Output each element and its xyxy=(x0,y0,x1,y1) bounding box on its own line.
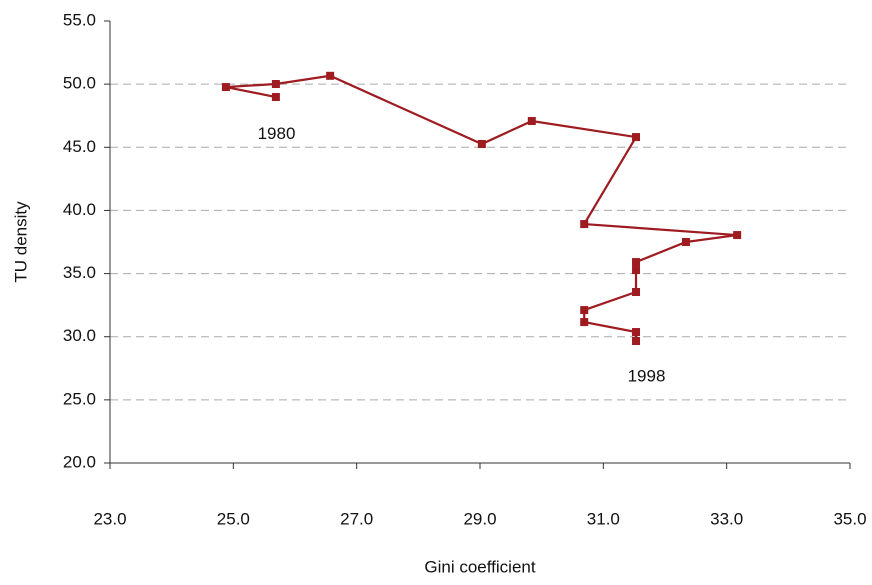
x-tick-label: 29.0 xyxy=(463,509,496,528)
point-marker xyxy=(733,231,742,240)
y-tick-label: 40.0 xyxy=(63,200,96,219)
y-tick-label: 30.0 xyxy=(63,326,96,345)
y-tick-label: 20.0 xyxy=(63,452,96,471)
point-marker xyxy=(271,80,280,89)
point-marker xyxy=(527,117,536,126)
point-marker xyxy=(580,220,589,229)
point-marker xyxy=(326,71,335,80)
y-tick-label: 25.0 xyxy=(63,389,96,408)
point-marker xyxy=(477,140,486,149)
annotation: 1998 xyxy=(628,367,666,386)
y-tick-label: 50.0 xyxy=(63,74,96,93)
annotation: 1980 xyxy=(258,124,296,143)
point-marker xyxy=(580,306,589,315)
y-tick-label: 55.0 xyxy=(63,10,96,29)
point-marker xyxy=(632,337,641,346)
point-marker xyxy=(632,288,641,297)
x-tick-label: 25.0 xyxy=(217,509,250,528)
point-marker xyxy=(632,328,641,337)
x-tick-label: 27.0 xyxy=(340,509,373,528)
point-marker xyxy=(681,238,690,246)
y-tick-label: 45.0 xyxy=(63,137,96,156)
point-marker xyxy=(632,258,641,267)
point-marker xyxy=(580,318,589,327)
y-axis-title: TU density xyxy=(11,201,30,283)
series-line xyxy=(225,74,738,342)
x-axis-title: Gini coefficient xyxy=(424,557,535,576)
x-tick-label: 35.0 xyxy=(833,509,866,528)
x-tick-label: 31.0 xyxy=(587,509,620,528)
point-marker xyxy=(632,266,641,275)
point-marker xyxy=(632,133,641,142)
y-tick-label: 35.0 xyxy=(63,263,96,282)
x-tick-label: 33.0 xyxy=(710,509,743,528)
point-marker xyxy=(271,93,280,102)
x-tick-label: 23.0 xyxy=(93,509,126,528)
point-marker xyxy=(221,83,230,92)
